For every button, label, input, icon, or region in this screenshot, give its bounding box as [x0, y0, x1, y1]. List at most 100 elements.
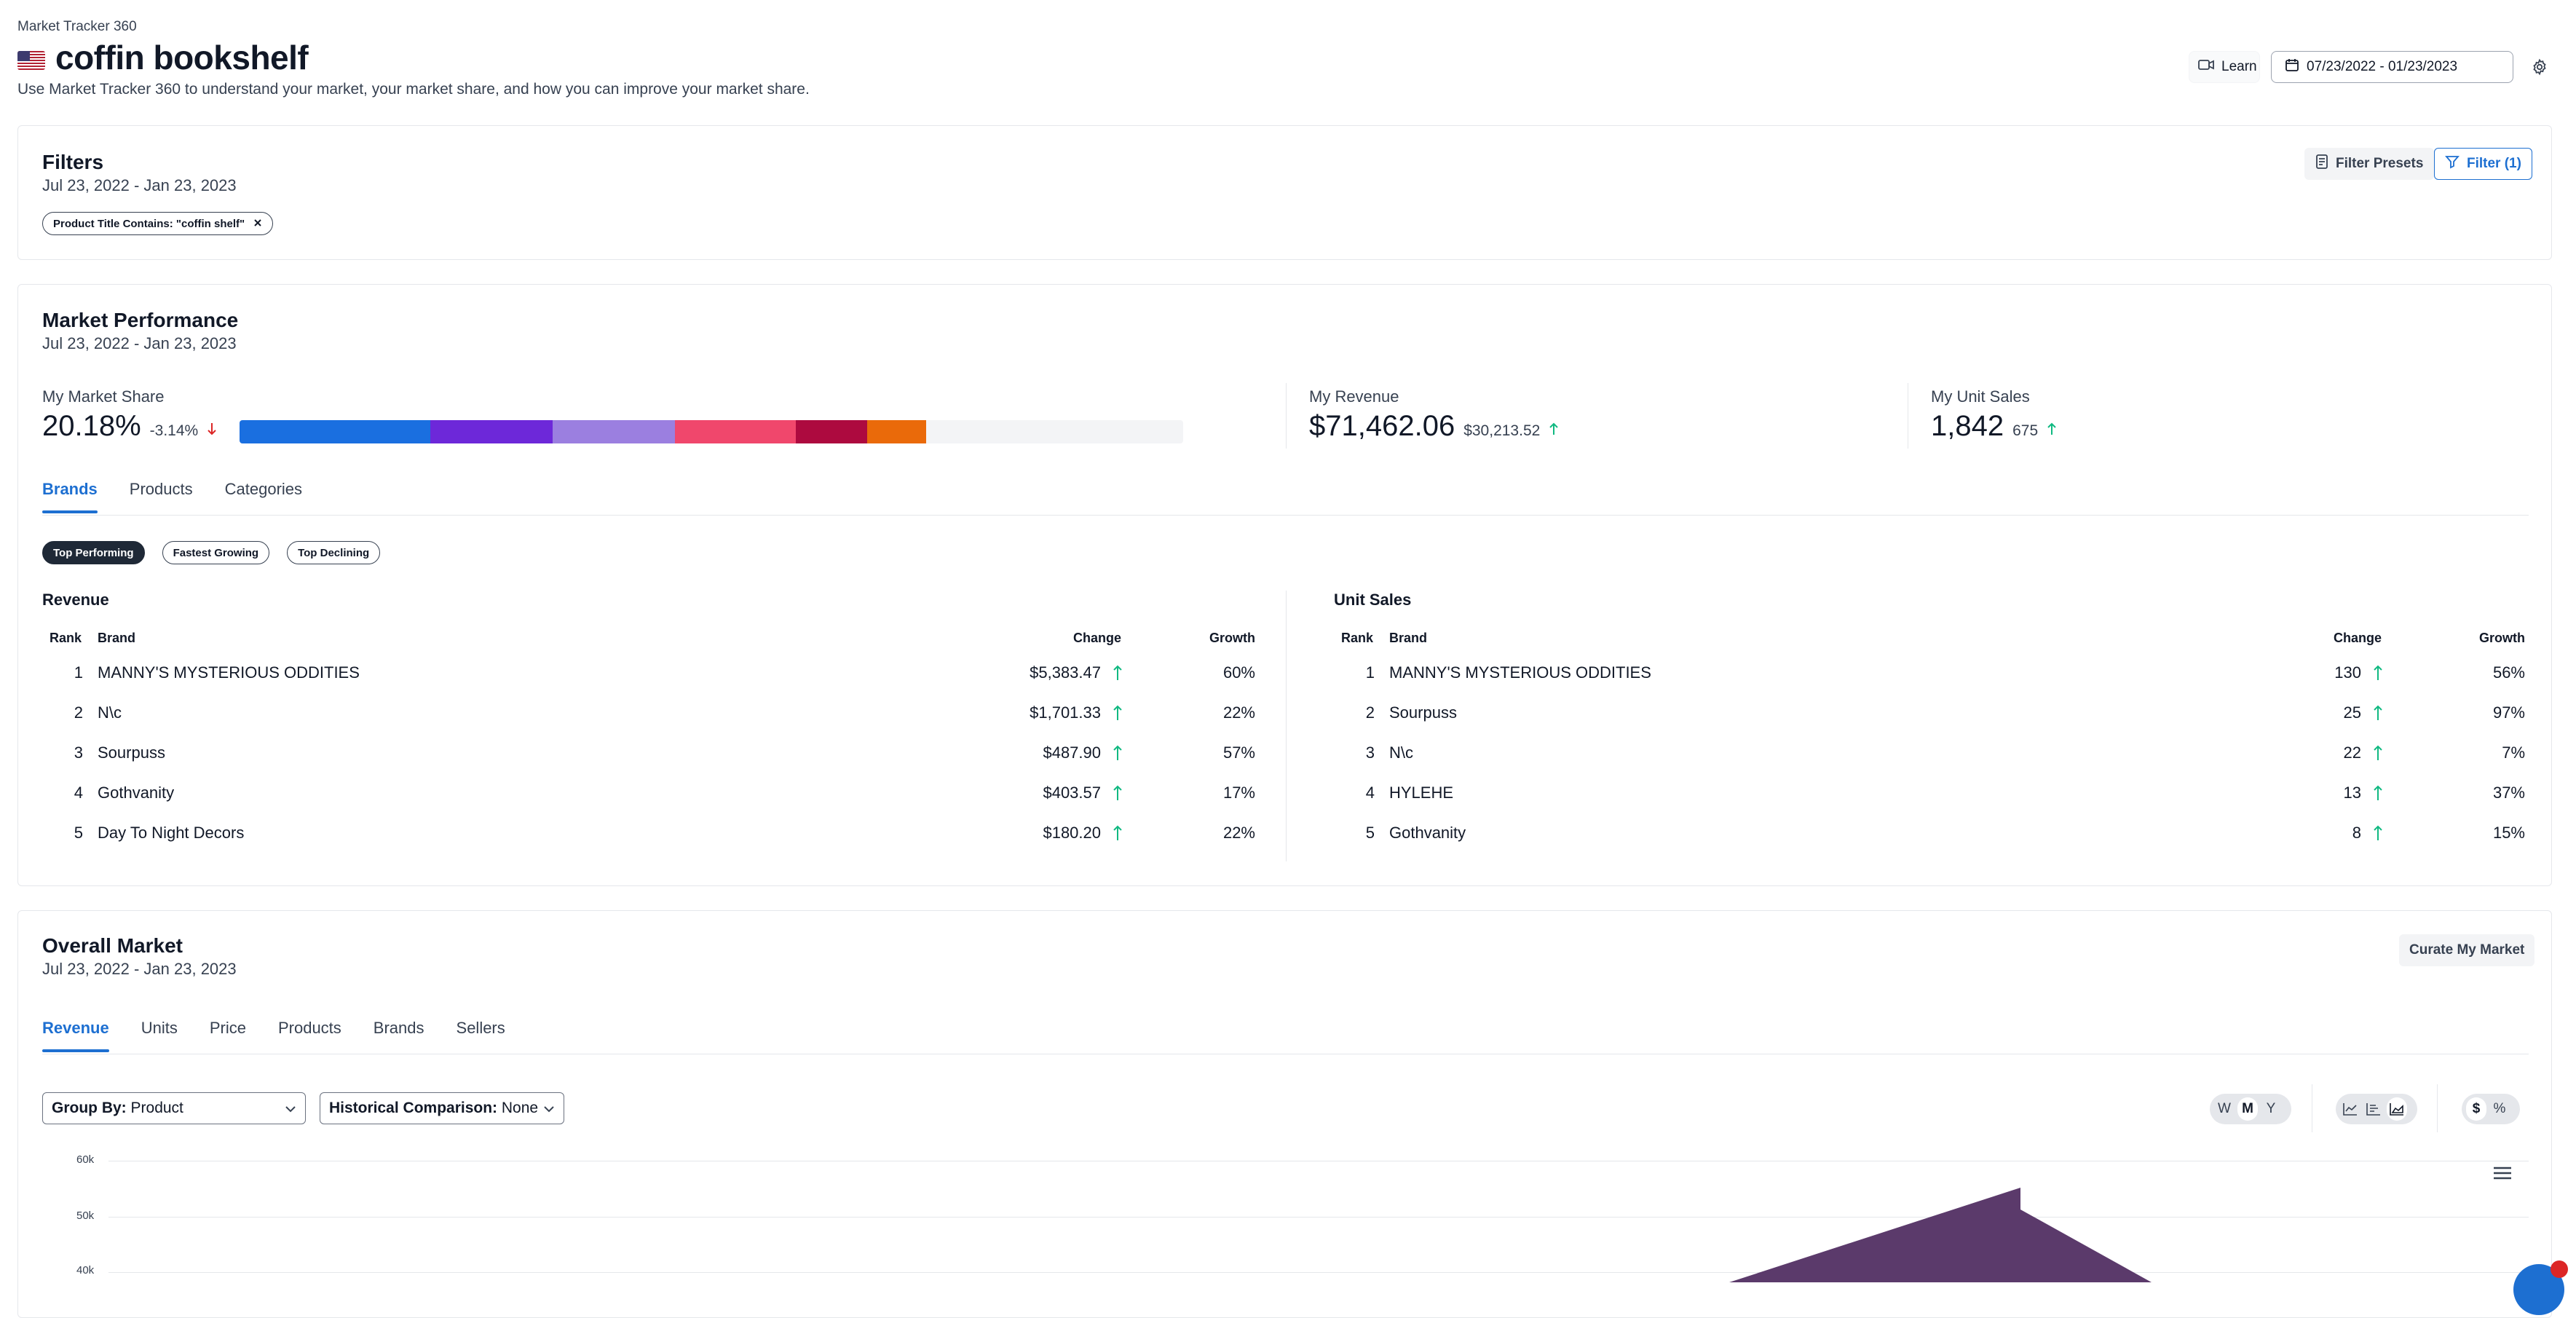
column-header-change: Change — [1072, 631, 1121, 645]
y-tick-label: 60k — [76, 1153, 95, 1166]
filter-button[interactable]: Filter (1) — [2434, 148, 2532, 180]
chip-top-performing[interactable]: Top Performing — [42, 541, 145, 564]
tab-units[interactable]: Units — [141, 1019, 178, 1037]
tab-revenue[interactable]: Revenue — [42, 1019, 109, 1052]
period-year[interactable]: Y — [2266, 1101, 2276, 1116]
unit-sales-value: 1,842 — [1931, 410, 2004, 442]
revenue-table-title: Revenue — [42, 591, 109, 609]
table-row[interactable]: 4 HYLEHE 13 37% — [1334, 784, 2529, 813]
change-cell: 22 — [2343, 743, 2361, 762]
rank-cell: 3 — [74, 743, 83, 762]
app-name: Market Tracker 360 — [17, 19, 137, 34]
market-share-value: 20.18% — [42, 410, 141, 442]
arrow-up-icon — [2373, 825, 2383, 845]
rank-cell: 5 — [1365, 824, 1375, 842]
arrow-up-icon — [1113, 785, 1123, 805]
area-chart-icon[interactable] — [2387, 1097, 2407, 1121]
curate-my-market-button[interactable]: Curate My Market — [2399, 934, 2535, 966]
column-header-change: Change — [2333, 631, 2382, 645]
learn-button[interactable]: Learn — [2189, 51, 2260, 83]
period-toggle: W M Y — [2210, 1094, 2291, 1124]
filters-card: Filters Jul 23, 2022 - Jan 23, 2023 Prod… — [17, 125, 2552, 260]
historical-comparison-select[interactable]: Historical Comparison: None — [320, 1092, 564, 1124]
growth-cell: 60% — [1222, 663, 1255, 682]
filter-button-label: Filter (1) — [2467, 156, 2521, 171]
y-tick-label: 50k — [76, 1210, 95, 1222]
close-icon[interactable] — [253, 218, 262, 230]
tab-sellers[interactable]: Sellers — [456, 1019, 505, 1037]
chip-fastest-growing[interactable]: Fastest Growing — [162, 541, 270, 564]
group-by-select[interactable]: Group By: Product — [42, 1092, 306, 1124]
learn-label: Learn — [2221, 59, 2257, 74]
unit-sales-label: My Unit Sales — [1931, 387, 2030, 406]
table-row[interactable]: 4 Gothvanity $403.57 17% — [42, 784, 1257, 813]
table-row[interactable]: 3 N\c 22 7% — [1334, 743, 2529, 773]
table-row[interactable]: 2 Sourpuss 25 97% — [1334, 703, 2529, 733]
grid-line — [108, 1217, 2529, 1218]
date-range-label: 07/23/2022 - 01/23/2023 — [2307, 59, 2458, 74]
arrow-up-icon — [2373, 665, 2383, 684]
tab-products[interactable]: Products — [277, 1019, 341, 1037]
unit-sales-table-title: Unit Sales — [1334, 591, 1412, 609]
ranking-chips: Top Performing Fastest Growing Top Decli… — [42, 541, 381, 564]
hamburger-menu-icon[interactable] — [2493, 1166, 2512, 1184]
tab-brands[interactable]: Brands — [373, 1019, 424, 1037]
growth-cell: 22% — [1222, 703, 1255, 722]
filters-date: Jul 23, 2022 - Jan 23, 2023 — [42, 176, 237, 194]
table-row[interactable]: 1 MANNY'S MYSTERIOUS ODDITIES $5,383.47 60% — [42, 663, 1257, 692]
market-share-metric: 20.18% -3.14% — [42, 410, 217, 443]
growth-cell: 15% — [2492, 824, 2525, 842]
chip-top-declining[interactable]: Top Declining — [287, 541, 381, 564]
arrow-up-icon — [1113, 745, 1123, 765]
filter-chip[interactable]: Product Title Contains: "coffin shelf" — [42, 212, 274, 235]
overall-market-title: Overall Market — [42, 934, 183, 957]
calendar-icon — [2285, 58, 2299, 76]
gear-icon[interactable] — [2526, 54, 2553, 80]
column-header-brand: Brand — [1389, 631, 1428, 645]
brand-cell: MANNY'S MYSTERIOUS ODDITIES — [1389, 663, 1651, 682]
table-row[interactable]: 5 Gothvanity 8 15% — [1334, 824, 2529, 853]
growth-cell: 17% — [1222, 784, 1255, 802]
chevron-down-icon — [285, 1100, 296, 1117]
change-cell: 13 — [2343, 784, 2361, 802]
change-cell: $403.57 — [1043, 784, 1101, 802]
overall-market-date: Jul 23, 2022 - Jan 23, 2023 — [42, 960, 237, 978]
tab-products[interactable]: Products — [129, 480, 193, 498]
tab-brands[interactable]: Brands — [42, 480, 98, 513]
table-row[interactable]: 1 MANNY'S MYSTERIOUS ODDITIES 130 56% — [1334, 663, 2529, 692]
change-cell: $5,383.47 — [1030, 663, 1101, 682]
period-month[interactable]: M — [2237, 1097, 2258, 1121]
percent-option[interactable]: % — [2493, 1101, 2506, 1116]
line-chart-icon[interactable] — [2340, 1097, 2360, 1121]
column-header-brand: Brand — [98, 631, 136, 645]
rank-cell: 2 — [1365, 703, 1375, 722]
notification-badge — [2551, 1260, 2568, 1278]
arrow-down-icon — [207, 422, 217, 439]
brand-cell: Sourpuss — [98, 743, 165, 762]
market-performance-card: Market Performance Jul 23, 2022 - Jan 23… — [17, 284, 2552, 886]
market-performance-date: Jul 23, 2022 - Jan 23, 2023 — [42, 334, 237, 352]
change-cell: 130 — [2334, 663, 2361, 682]
table-row[interactable]: 2 N\c $1,701.33 22% — [42, 703, 1257, 733]
market-performance-title: Market Performance — [42, 309, 239, 331]
document-icon — [2315, 154, 2328, 173]
revenue-value: $71,462.06 — [1309, 410, 1455, 442]
unit-sales-table: Rank Brand Change Growth 1 MANNY'S MYSTER… — [1334, 631, 2529, 864]
video-camera-icon — [2198, 59, 2214, 75]
table-row[interactable]: 3 Sourpuss $487.90 57% — [42, 743, 1257, 773]
tab-categories[interactable]: Categories — [224, 480, 303, 498]
chevron-down-icon — [543, 1100, 555, 1117]
filters-title: Filters — [42, 151, 104, 173]
change-cell: $1,701.33 — [1030, 703, 1101, 722]
filter-presets-button[interactable]: Filter Presets — [2304, 148, 2435, 180]
us-flag-icon — [17, 51, 45, 70]
market-share-label: My Market Share — [42, 387, 165, 406]
currency-option[interactable]: $ — [2466, 1097, 2486, 1121]
tab-price[interactable]: Price — [209, 1019, 246, 1037]
table-row[interactable]: 5 Day To Night Decors $180.20 22% — [42, 824, 1257, 853]
date-range-picker[interactable]: 07/23/2022 - 01/23/2023 — [2271, 51, 2513, 83]
bar-chart-icon[interactable] — [2363, 1097, 2384, 1121]
period-week[interactable]: W — [2218, 1101, 2231, 1116]
arrow-up-icon — [1113, 825, 1123, 845]
rank-cell: 1 — [74, 663, 83, 682]
